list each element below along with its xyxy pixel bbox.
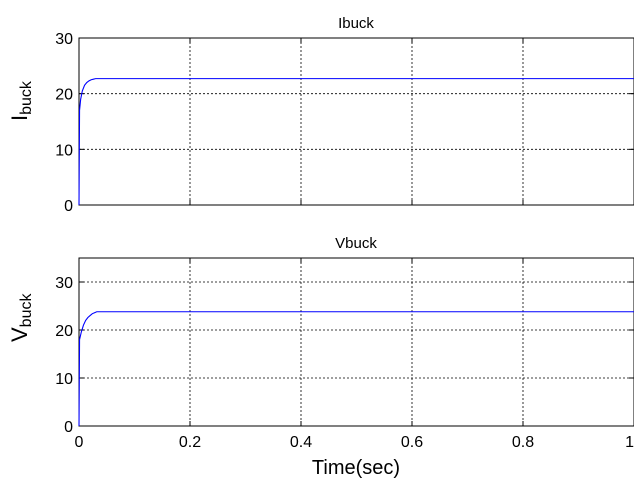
ibuck-ytick-label: 10 xyxy=(55,142,73,159)
vbuck-xtick-label: 0.2 xyxy=(179,434,201,451)
ibuck-ytick-label: 30 xyxy=(55,31,73,48)
vbuck-ytick-label: 0 xyxy=(64,419,73,436)
vbuck-xtick-label: 0.8 xyxy=(512,434,534,451)
ibuck-axes-box xyxy=(78,37,634,206)
vbuck-xtick-label: 1 xyxy=(625,434,634,451)
vbuck-axes-box xyxy=(78,257,634,427)
vbuck-plot: Vbuck 0 10 20 30 0 0.2 0.4 0.6 0.8 1 Vbuck xyxy=(7,235,634,451)
vbuck-ytick-label: 20 xyxy=(55,323,73,340)
x-axis-label: Time(sec) xyxy=(312,457,400,479)
ibuck-grid xyxy=(79,38,634,205)
vbuck-ytick-label: 30 xyxy=(55,275,73,292)
ibuck-ylabel: Ibuck xyxy=(7,80,35,121)
ibuck-xticks xyxy=(78,38,634,205)
vbuck-xtick-label: 0.6 xyxy=(401,434,423,451)
vbuck-ytick-label: 10 xyxy=(55,371,73,388)
ibuck-yticks: 0 10 20 30 xyxy=(55,31,634,215)
vbuck-xticks: 0 0.2 0.4 0.6 0.8 1 xyxy=(75,258,634,451)
vbuck-xtick-label: 0 xyxy=(75,434,84,451)
ibuck-title: Ibuck xyxy=(338,15,374,32)
vbuck-series-line xyxy=(78,311,634,427)
vbuck-grid xyxy=(79,258,634,426)
ibuck-ytick-label: 0 xyxy=(64,198,73,215)
ibuck-ytick-label: 20 xyxy=(55,87,73,104)
ibuck-series-line xyxy=(78,78,634,206)
vbuck-xtick-label: 0.4 xyxy=(290,434,312,451)
vbuck-yticks: 0 10 20 30 xyxy=(55,275,634,436)
vbuck-ylabel: Vbuck xyxy=(7,293,35,342)
ibuck-plot: Ibuck 0 10 20 30 Ibuck xyxy=(7,15,634,215)
vbuck-title: Vbuck xyxy=(335,235,377,252)
